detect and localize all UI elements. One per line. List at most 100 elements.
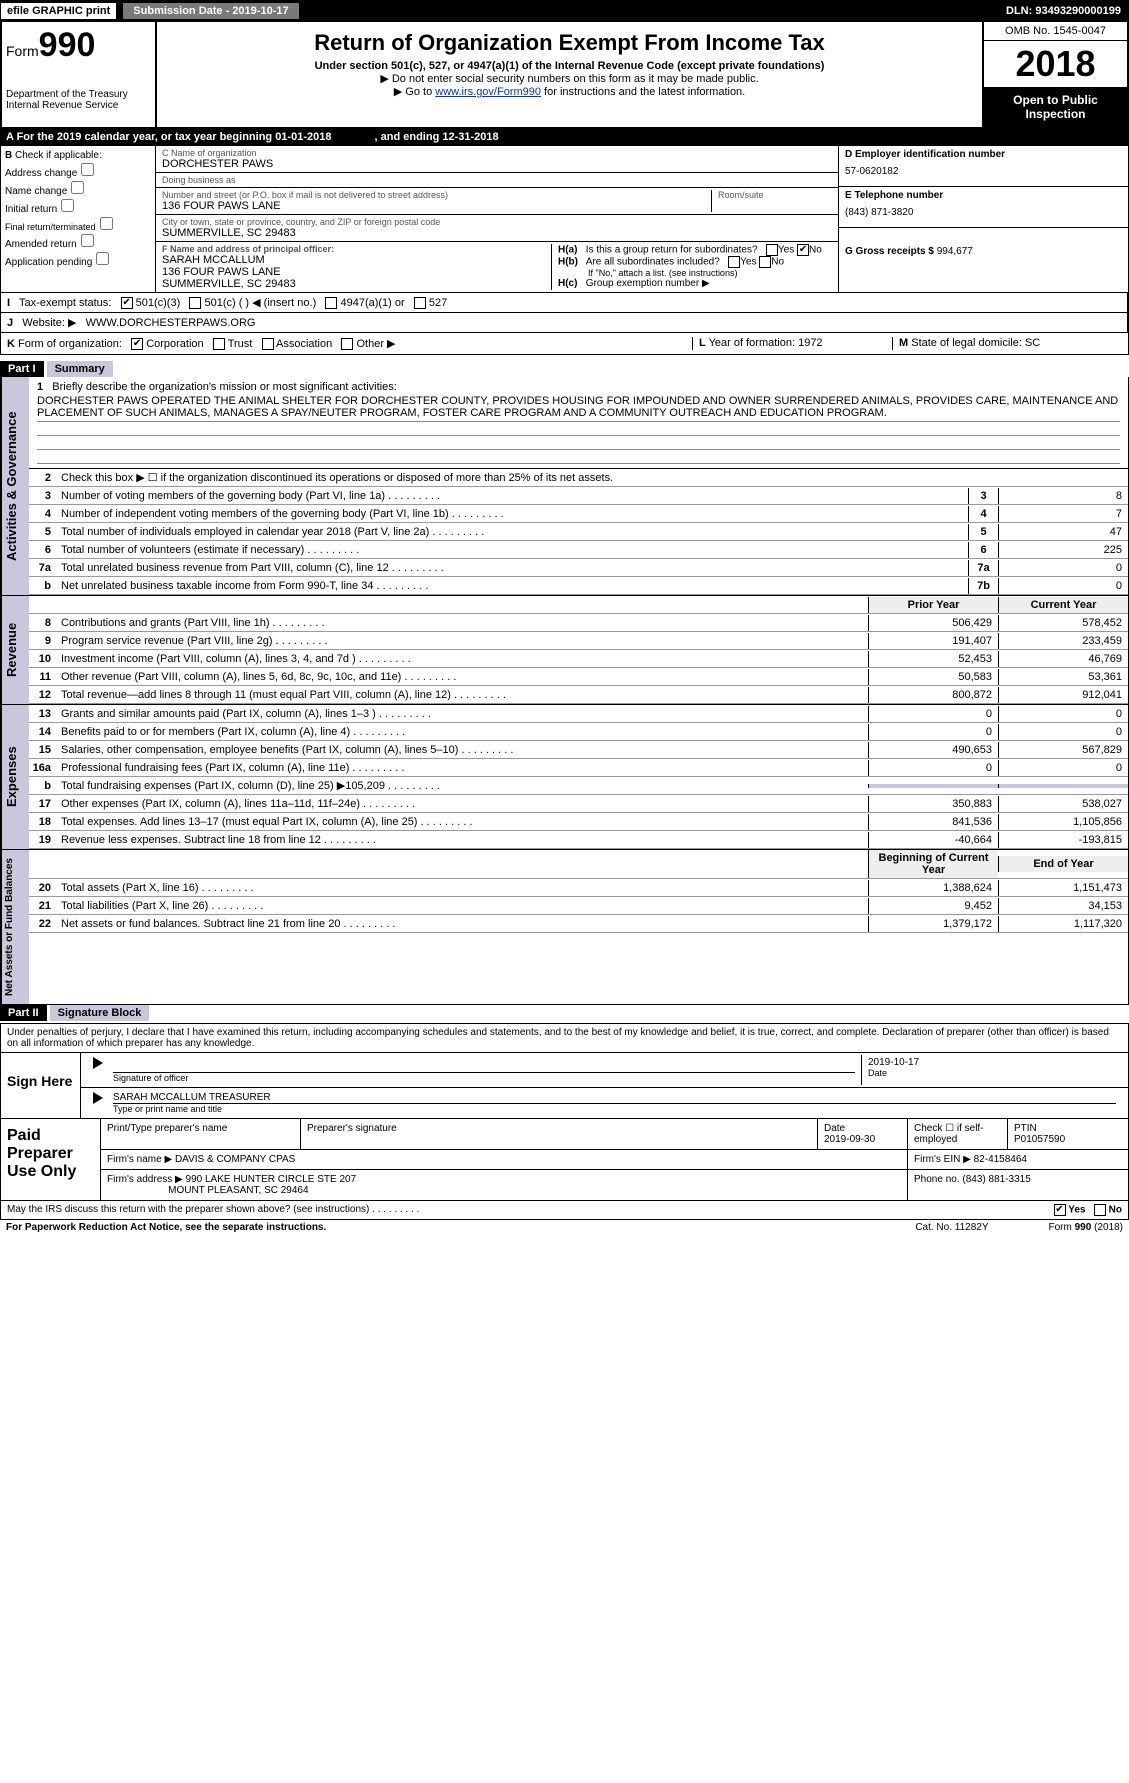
current-val: 0 xyxy=(998,706,1128,722)
col-current: Current Year xyxy=(998,597,1128,613)
hc-label: H(c) xyxy=(558,278,577,289)
row-j-label: J xyxy=(7,317,13,329)
penalty-text: Under penalties of perjury, I declare th… xyxy=(1,1024,1128,1053)
current-val: 567,829 xyxy=(998,742,1128,758)
dba-cell: Doing business as xyxy=(156,173,838,188)
trust-checkbox[interactable] xyxy=(213,338,225,350)
4947-checkbox[interactable] xyxy=(325,297,337,309)
checkbox[interactable] xyxy=(71,181,84,194)
firm-ein-label: Firm's EIN ▶ xyxy=(914,1154,971,1165)
line-num: 10 xyxy=(29,653,57,665)
chk-final-return[interactable]: Final return/terminated xyxy=(5,217,151,232)
org-name-cell: C Name of organization DORCHESTER PAWS xyxy=(156,146,838,173)
527-checkbox[interactable] xyxy=(414,297,426,309)
prior-val: 50,583 xyxy=(868,669,998,685)
discuss-yes-checkbox[interactable]: ✔ xyxy=(1054,1204,1066,1216)
assoc-checkbox[interactable] xyxy=(262,338,274,350)
ptin-value: P01057590 xyxy=(1014,1134,1122,1145)
officer-hint: F Name and address of principal officer: xyxy=(162,244,545,254)
current-val: 53,361 xyxy=(998,669,1128,685)
sig-officer-hint: Signature of officer xyxy=(113,1073,855,1083)
paid-row3: Firm's address ▶ 990 LAKE HUNTER CIRCLE … xyxy=(101,1170,1128,1200)
row-j: J Website: ▶ WWW.DORCHESTERPAWS.ORG xyxy=(0,313,1129,333)
corp-checkbox[interactable]: ✔ xyxy=(131,338,143,350)
hb-text: Are all subordinates included? xyxy=(586,257,720,268)
line-num: 21 xyxy=(29,900,57,912)
header-sub2: ▶ Do not enter social security numbers o… xyxy=(161,72,978,85)
col-d: D Employer identification number 57-0620… xyxy=(838,146,1128,292)
firm-ein: 82-4158464 xyxy=(974,1154,1027,1165)
chk-address-change[interactable]: Address change xyxy=(5,163,151,179)
paid-row1: Print/Type preparer's name Preparer's si… xyxy=(101,1119,1128,1150)
table-row: 19 Revenue less expenses. Subtract line … xyxy=(29,831,1128,849)
no-label: No xyxy=(809,245,822,256)
part-i: Part I Summary xyxy=(0,361,1129,377)
table-row: 12 Total revenue—add lines 8 through 11 … xyxy=(29,686,1128,704)
chk-application-pending[interactable]: Application pending xyxy=(5,252,151,268)
officer-addr1: 136 FOUR PAWS LANE xyxy=(162,266,545,278)
table-row: b Net unrelated business taxable income … xyxy=(29,577,1128,595)
arrow-icon xyxy=(93,1092,103,1104)
efile-badge: efile GRAPHIC print xyxy=(0,2,117,20)
opt-501c3: 501(c)(3) xyxy=(136,297,181,309)
yes-label: Yes xyxy=(1068,1205,1085,1216)
ha-no-checkbox[interactable]: ✔ xyxy=(797,244,809,256)
officer-cell: F Name and address of principal officer:… xyxy=(156,242,838,292)
arrow-icon xyxy=(93,1057,103,1069)
website-value: WWW.DORCHESTERPAWS.ORG xyxy=(86,317,256,329)
dept-treasury: Department of the Treasury xyxy=(6,89,151,100)
current-val: 1,117,320 xyxy=(998,916,1128,932)
line-desc: Total fundraising expenses (Part IX, col… xyxy=(57,777,868,794)
501c3-checkbox[interactable]: ✔ xyxy=(121,297,133,309)
line-desc: Total assets (Part X, line 16) xyxy=(57,880,868,896)
line-desc: Investment income (Part VIII, column (A)… xyxy=(57,651,868,667)
chk-name-change[interactable]: Name change xyxy=(5,181,151,197)
sig-date: 2019-10-17 xyxy=(868,1057,1116,1068)
ptin-label: PTIN xyxy=(1014,1123,1122,1134)
checkbox[interactable] xyxy=(61,199,74,212)
firm-name-label: Firm's name ▶ xyxy=(107,1154,172,1165)
line-desc: Contributions and grants (Part VIII, lin… xyxy=(57,615,868,631)
part-ii: Part II Signature Block xyxy=(0,1005,1129,1021)
discuss-no-checkbox[interactable] xyxy=(1094,1204,1106,1216)
checkbox[interactable] xyxy=(81,234,94,247)
form990-link[interactable]: www.irs.gov/Form990 xyxy=(435,86,541,98)
checkbox[interactable] xyxy=(100,217,113,230)
line-box: 7b xyxy=(968,578,998,594)
bottom-row: For Paperwork Reduction Act Notice, see … xyxy=(0,1220,1129,1235)
prep-date-label: Date xyxy=(824,1123,901,1134)
section-revenue: Revenue Prior Year Current Year 8 Contri… xyxy=(0,596,1129,705)
section-ag: Activities & Governance 1 Briefly descri… xyxy=(0,377,1129,596)
current-val: 46,769 xyxy=(998,651,1128,667)
year-formation: 1972 xyxy=(798,337,822,349)
checkbox[interactable] xyxy=(81,163,94,176)
table-row: 6 Total number of volunteers (estimate i… xyxy=(29,541,1128,559)
preparer-name-hint: Print/Type preparer's name xyxy=(101,1119,301,1149)
prior-val: 9,452 xyxy=(868,898,998,914)
sign-here-label: Sign Here xyxy=(1,1053,81,1118)
prior-val: 800,872 xyxy=(868,687,998,703)
hb-yes-checkbox[interactable] xyxy=(728,256,740,268)
other-checkbox[interactable] xyxy=(341,338,353,350)
hb-no-checkbox[interactable] xyxy=(759,256,771,268)
line-desc: Professional fundraising fees (Part IX, … xyxy=(57,760,868,776)
current-val: 34,153 xyxy=(998,898,1128,914)
checkbox[interactable] xyxy=(96,252,109,265)
tel-cell: E Telephone number (843) 871-3820 xyxy=(839,187,1128,228)
website-label: Website: ▶ xyxy=(22,317,76,329)
domicile: SC xyxy=(1025,337,1040,349)
prior-val: 191,407 xyxy=(868,633,998,649)
chk-initial-return[interactable]: Initial return xyxy=(5,199,151,215)
header-left: Form990 Department of the Treasury Inter… xyxy=(2,22,157,127)
addr-cell: Number and street (or P.O. box if mail i… xyxy=(156,188,838,215)
table-row: 22 Net assets or fund balances. Subtract… xyxy=(29,915,1128,933)
dba-hint: Doing business as xyxy=(162,175,832,185)
501c-checkbox[interactable] xyxy=(189,297,201,309)
ha-yes-checkbox[interactable] xyxy=(766,244,778,256)
chk-amended-return[interactable]: Amended return xyxy=(5,234,151,250)
col-prior: Prior Year xyxy=(868,597,998,613)
line-val: 0 xyxy=(998,560,1128,576)
checkbox-list: Address change Name change Initial retur… xyxy=(5,163,151,268)
table-row: 5 Total number of individuals employed i… xyxy=(29,523,1128,541)
officer-name: SARAH MCCALLUM xyxy=(162,254,545,266)
